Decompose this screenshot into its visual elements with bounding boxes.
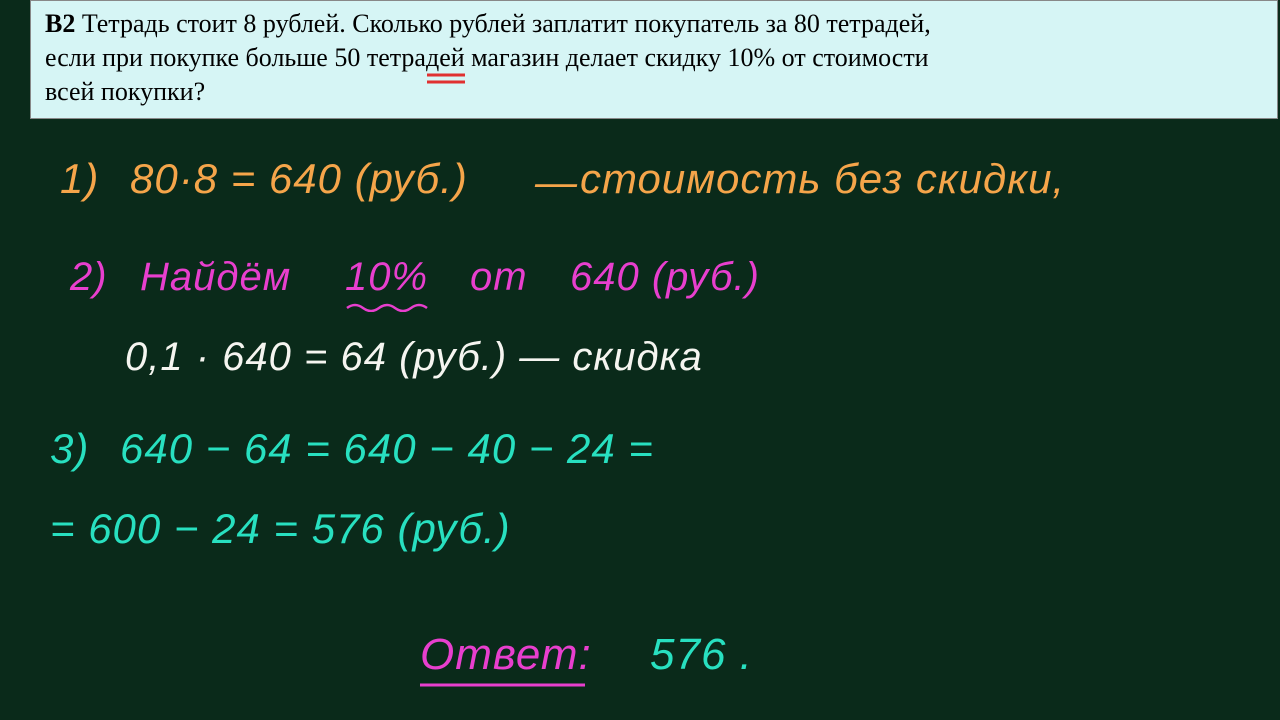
- step1-expr: 80·8 = 640 (руб.): [130, 155, 468, 203]
- answer-underline-icon: [420, 682, 590, 688]
- step3-line2: = 600 − 24 = 576 (руб.): [50, 505, 511, 553]
- problem-line2: если при покупке больше 50 тетрадей мага…: [45, 43, 929, 72]
- step2-value: 640 (руб.): [570, 255, 760, 300]
- step2-percent: 10%: [345, 255, 428, 300]
- step2-word2: от: [470, 255, 528, 300]
- squiggle-icon: [345, 302, 430, 312]
- problem-label: B2: [45, 9, 75, 38]
- step2-number: 2): [70, 255, 108, 300]
- step2-word1: Найдём: [140, 255, 291, 300]
- step2-calc: 0,1 · 640 = 64 (руб.) — скидка: [125, 335, 703, 380]
- chalkboard: B2 Тетрадь стоит 8 рублей. Сколько рубле…: [0, 0, 1280, 720]
- step1-note: стоимость без скидки,: [580, 155, 1065, 203]
- red-underline-icon: [427, 73, 467, 85]
- step3-line1: 640 − 64 = 640 − 40 − 24 =: [120, 425, 654, 473]
- answer-label: Ответ:: [420, 630, 592, 680]
- problem-line1: Тетрадь стоит 8 рублей. Сколько рублей з…: [75, 9, 930, 38]
- step1-number: 1): [60, 155, 99, 203]
- step3-number: 3): [50, 425, 89, 473]
- answer-value: 576 .: [650, 630, 753, 680]
- problem-box: B2 Тетрадь стоит 8 рублей. Сколько рубле…: [30, 0, 1278, 119]
- step1-dash: —: [535, 158, 578, 206]
- problem-line3: всей покупки?: [45, 77, 205, 106]
